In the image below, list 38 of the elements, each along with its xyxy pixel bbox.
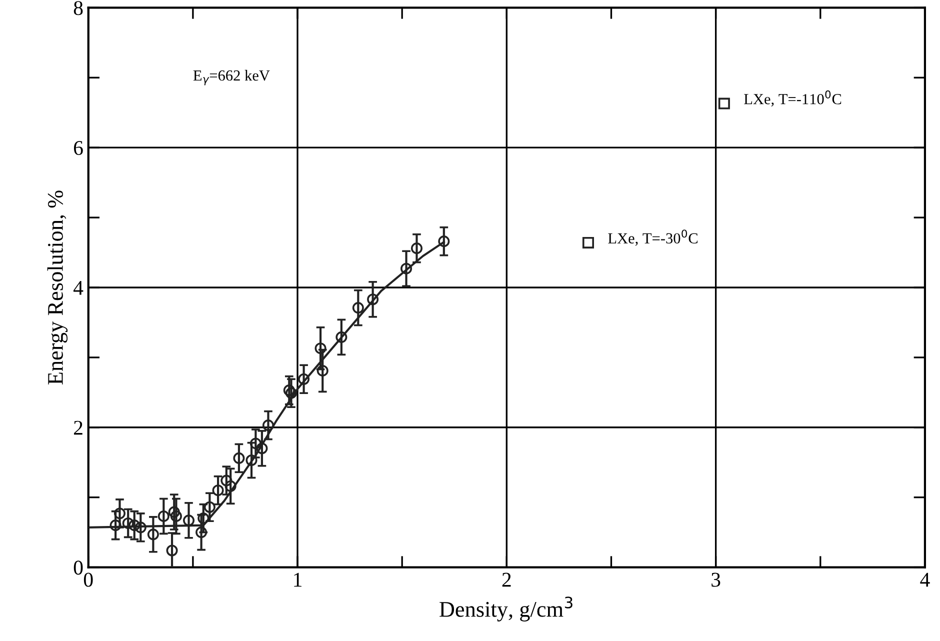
point [262, 420, 274, 432]
point [147, 528, 159, 540]
point [367, 294, 379, 306]
point [182, 514, 195, 526]
annotation: LXe, T=-30$^{0}$C [608, 230, 698, 246]
point [336, 331, 348, 343]
point [316, 364, 328, 376]
point [400, 262, 412, 274]
point [582, 236, 594, 248]
point [718, 98, 730, 110]
x-tick-label: 4 [920, 572, 930, 587]
point [212, 484, 224, 496]
point [196, 526, 208, 538]
y-tick-label: 6 [74, 141, 83, 156]
y-tick-label: 2 [74, 420, 82, 435]
point [438, 236, 450, 248]
point [233, 452, 245, 464]
point [246, 454, 258, 466]
y-axis-title: Energy Resolution, % [47, 190, 68, 384]
point [220, 474, 232, 486]
y-tick-label: 8 [74, 1, 83, 16]
x-tick-label: 1 [294, 572, 302, 587]
annotation: LXe, T=-110$^{0}$C [744, 90, 842, 107]
point [410, 242, 422, 254]
point [352, 302, 364, 314]
x-axis-title: Density, g/cm$^{3}$ [440, 596, 572, 622]
annotation: E$_{γ}$=662 keV [193, 70, 270, 86]
point [166, 544, 178, 556]
x-tick-label: 0 [84, 572, 93, 587]
y-tick-label: 0 [74, 560, 83, 575]
point [204, 501, 216, 513]
point [256, 442, 268, 454]
x-tick-label: 2 [502, 572, 511, 587]
point [314, 342, 326, 354]
y-tick-label: 4 [73, 281, 84, 295]
point [298, 373, 310, 385]
x-tick-label: 3 [712, 572, 720, 587]
point [158, 510, 170, 522]
